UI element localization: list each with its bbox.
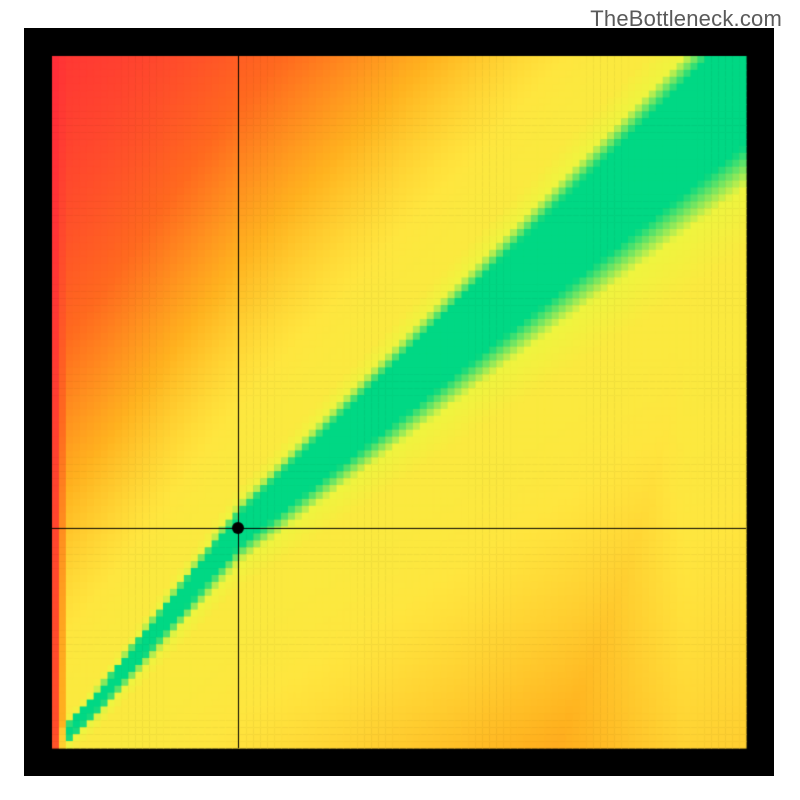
- watermark-text: TheBottleneck.com: [590, 6, 782, 32]
- chart-container: TheBottleneck.com: [0, 0, 800, 800]
- heatmap-canvas: [24, 28, 774, 776]
- plot-outer-frame: [24, 28, 774, 776]
